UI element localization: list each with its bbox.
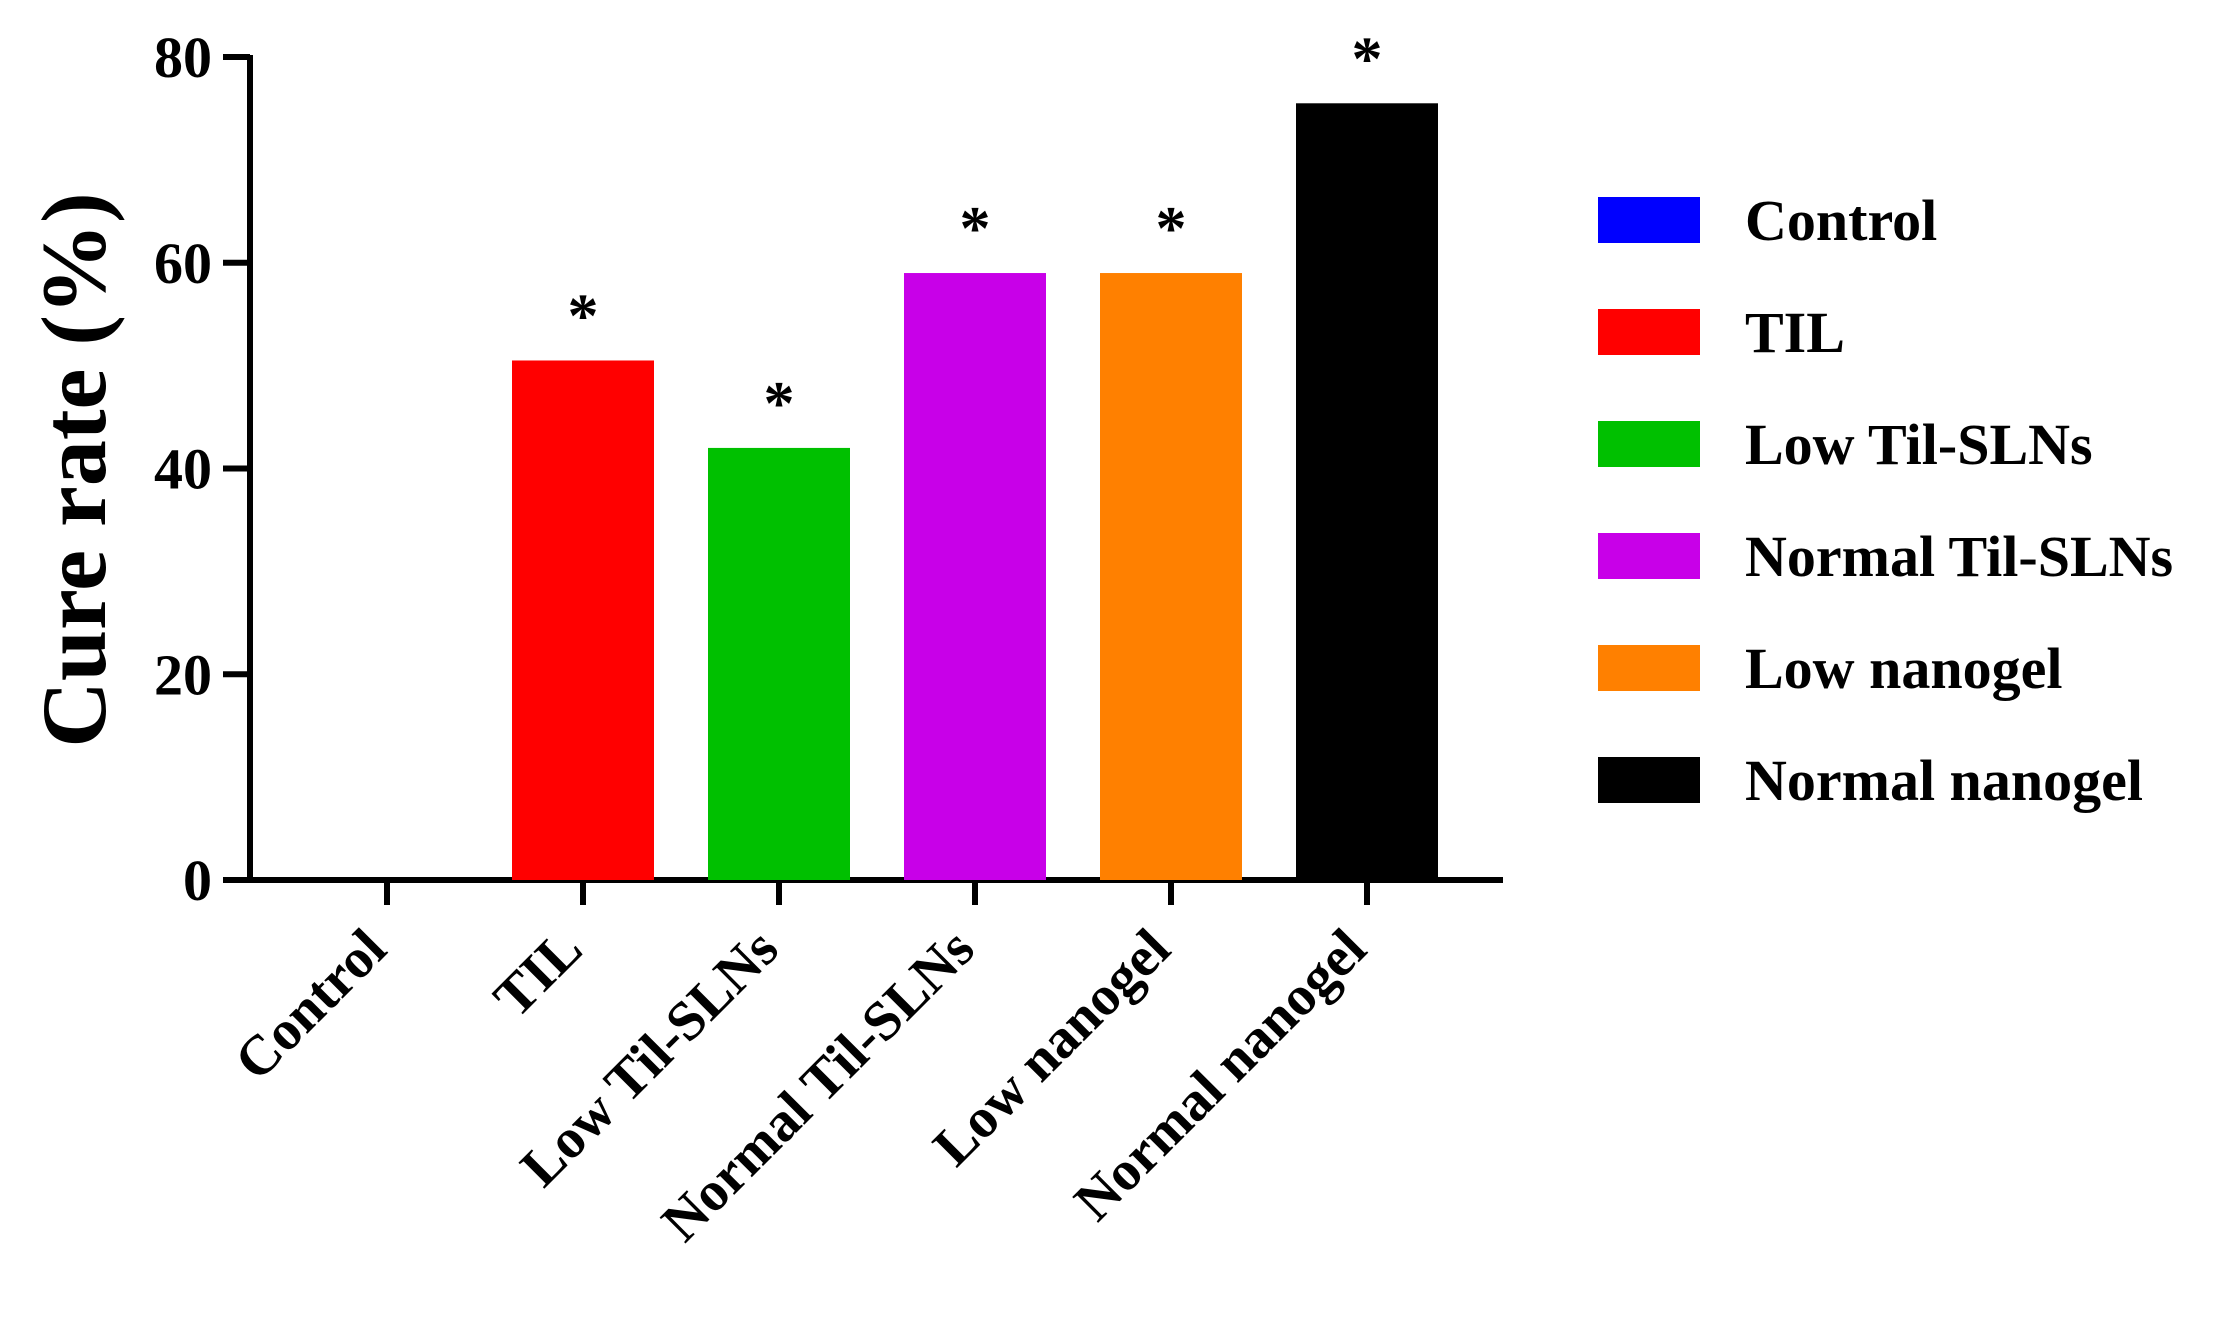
y-tick-label: 60: [154, 231, 212, 296]
legend-swatch: [1598, 757, 1700, 803]
category-label: Control: [223, 917, 398, 1092]
y-tick-label: 0: [183, 848, 212, 913]
significance-markers: * * * * *: [568, 25, 1383, 438]
legend-label: Normal Til-SLNs: [1745, 524, 2173, 589]
y-axis: 0 20 40 60 80: [154, 25, 253, 913]
legend-swatch: [1598, 533, 1700, 579]
significance-star: *: [1156, 195, 1187, 263]
legend-label: Low nanogel: [1745, 636, 2062, 701]
x-axis: [247, 877, 1503, 905]
y-tick-label: 40: [154, 437, 212, 502]
legend-label: Normal nanogel: [1745, 748, 2143, 813]
bar: [1296, 103, 1438, 880]
legend-swatch: [1598, 421, 1700, 467]
legend: Control TIL Low Til-SLNs Normal Til-SLNs Low…: [1598, 188, 2173, 813]
bar: [708, 447, 850, 880]
bar: [1100, 273, 1242, 881]
category-label: TIL: [482, 917, 594, 1029]
legend-label: Low Til-SLNs: [1745, 412, 2093, 477]
legend-swatch: [1598, 197, 1700, 243]
significance-star: *: [568, 282, 599, 350]
significance-star: *: [764, 370, 795, 438]
y-axis-label: Cure rate (%): [23, 192, 125, 747]
legend-swatch: [1598, 645, 1700, 691]
significance-star: *: [1352, 25, 1383, 93]
legend-label: TIL: [1745, 300, 1845, 365]
y-tick-label: 80: [154, 25, 212, 90]
bars: [512, 103, 1438, 881]
significance-star: *: [960, 195, 991, 263]
y-tick-label: 20: [154, 642, 212, 707]
bar: [904, 273, 1046, 881]
legend-label: Control: [1745, 188, 1937, 253]
legend-swatch: [1598, 309, 1700, 355]
bar: [512, 360, 654, 880]
